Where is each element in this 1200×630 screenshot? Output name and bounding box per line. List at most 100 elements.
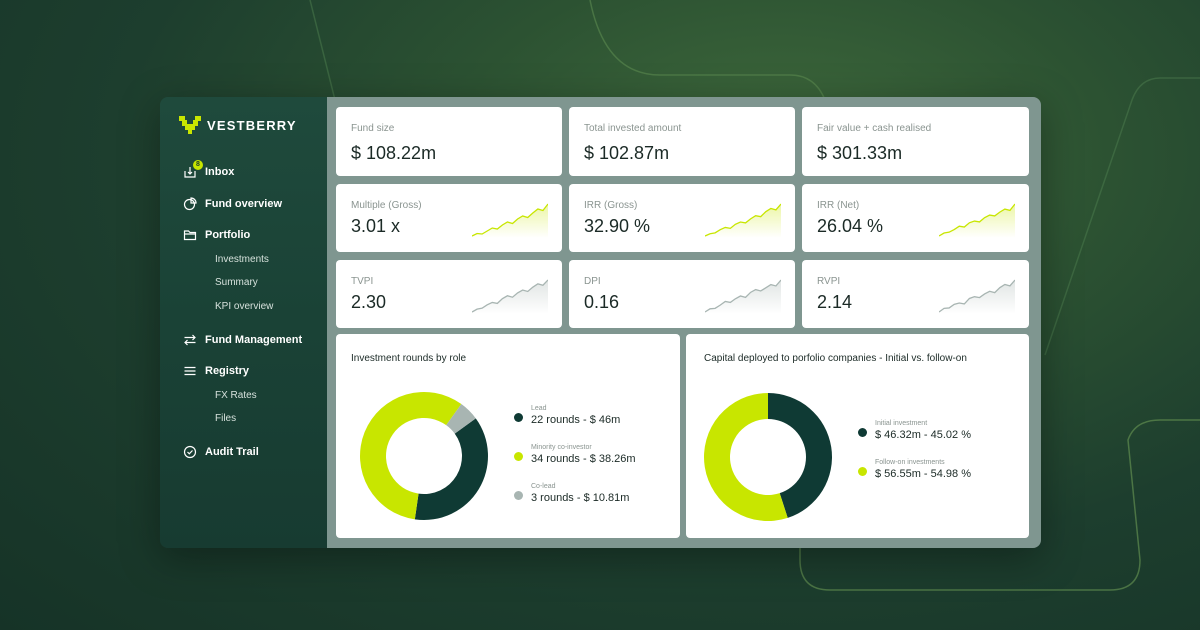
kpi-card-dpi[interactable]: DPI 0.16 bbox=[569, 260, 795, 328]
sidebar-subitem-summary[interactable]: Summary bbox=[215, 277, 258, 288]
sidebar-item-fund-overview[interactable]: Fund overview bbox=[183, 197, 282, 211]
sidebar-item-label: Audit Trail bbox=[205, 446, 259, 458]
kpi-value: $ 102.87m bbox=[584, 143, 670, 163]
sidebar-item-portfolio[interactable]: Portfolio bbox=[183, 228, 250, 242]
legend-dot bbox=[514, 452, 523, 461]
kpi-card-irr-net[interactable]: IRR (Net) 26.04 % bbox=[802, 184, 1029, 252]
legend-label: Initial investment bbox=[875, 420, 928, 427]
inbox-icon: 8 bbox=[183, 160, 203, 179]
kpi-value: 2.30 bbox=[351, 292, 387, 312]
sparkline-line bbox=[705, 279, 781, 313]
kpi-label: RVPI bbox=[817, 276, 841, 287]
sidebar-subitem-kpi-overview[interactable]: KPI overview bbox=[215, 301, 274, 312]
legend-dot bbox=[514, 491, 523, 500]
kpi-label: Total invested amount bbox=[584, 123, 682, 134]
kpi-label: DPI bbox=[584, 276, 601, 287]
donut-chart-capital-deployed bbox=[704, 393, 832, 521]
chart-card-capital-deployed: Capital deployed to porfolio companies -… bbox=[686, 334, 1029, 538]
kpi-card-tvpi[interactable]: TVPI 2.30 bbox=[336, 260, 562, 328]
donut-slice-follow-on-investments[interactable] bbox=[704, 393, 788, 521]
sparkline-area bbox=[939, 204, 1015, 238]
legend-item-lead[interactable]: Lead 22 rounds - $ 46m bbox=[514, 404, 620, 428]
legend-value: $ 46.32m - 45.02 % bbox=[875, 429, 972, 441]
legend-label: Co-lead bbox=[531, 483, 556, 490]
sidebar-item-registry[interactable]: Registry bbox=[183, 364, 249, 378]
sparkline-line bbox=[472, 279, 548, 313]
chart-title: Investment rounds by role bbox=[351, 353, 467, 364]
legend-value: 3 rounds - $ 10.81m bbox=[531, 492, 630, 504]
legend-item-initial-investment[interactable]: Initial investment $ 46.32m - 45.02 % bbox=[858, 419, 971, 443]
pie-chart-icon bbox=[183, 197, 197, 211]
kpi-card-irr-gross[interactable]: IRR (Gross) 32.90 % bbox=[569, 184, 795, 252]
kpi-value: 26.04 % bbox=[817, 216, 884, 236]
sidebar-item-label: Portfolio bbox=[205, 229, 251, 241]
kpi-card-total-invested[interactable]: Total invested amount $ 102.87m bbox=[569, 107, 795, 176]
legend-item-minority-co-investor[interactable]: Minority co-investor 34 rounds - $ 38.26… bbox=[514, 443, 636, 467]
legend-item-co-lead[interactable]: Co-lead 3 rounds - $ 10.81m bbox=[514, 482, 629, 506]
donut-slice-initial-investment[interactable] bbox=[768, 393, 832, 518]
legend-label: Minority co-investor bbox=[531, 444, 592, 451]
sparkline-line bbox=[472, 203, 548, 237]
sidebar-item-label: Registry bbox=[205, 365, 250, 377]
sparkline-line bbox=[939, 279, 1015, 313]
list-icon bbox=[183, 364, 197, 378]
kpi-value: 3.01 x bbox=[351, 216, 401, 236]
kpi-label: IRR (Net) bbox=[817, 200, 860, 211]
sparkline-line bbox=[939, 203, 1015, 237]
legend-value: $ 56.55m - 54.98 % bbox=[875, 468, 972, 480]
sidebar-item-fund-management[interactable]: Fund Management bbox=[183, 333, 302, 347]
brand-name: VESTBERRY bbox=[207, 117, 297, 133]
folder-icon bbox=[183, 228, 197, 242]
sparkline-line bbox=[705, 203, 781, 237]
kpi-label: TVPI bbox=[351, 276, 374, 287]
sparkline bbox=[705, 279, 781, 314]
sparkline bbox=[705, 203, 781, 238]
kpi-label: Multiple (Gross) bbox=[351, 200, 422, 211]
sidebar-subitem-files[interactable]: Files bbox=[215, 413, 237, 424]
sparkline bbox=[472, 203, 548, 238]
legend-item-follow-on-investments[interactable]: Follow-on investments $ 56.55m - 54.98 % bbox=[858, 458, 971, 482]
sparkline bbox=[939, 279, 1015, 314]
dashboard-main: Fund size $ 108.22m Total invested amoun… bbox=[327, 97, 1041, 548]
kpi-card-fair-value[interactable]: Fair value + cash realised $ 301.33m bbox=[802, 107, 1029, 176]
sparkline-area bbox=[705, 204, 781, 238]
kpi-value: 32.90 % bbox=[584, 216, 651, 236]
legend-dot bbox=[858, 467, 867, 476]
legend-value: 22 rounds - $ 46m bbox=[531, 414, 621, 426]
sidebar-item-audit-trail[interactable]: Audit Trail bbox=[183, 445, 259, 459]
kpi-value: 0.16 bbox=[584, 292, 620, 312]
kpi-card-fund-size[interactable]: Fund size $ 108.22m bbox=[336, 107, 562, 176]
sidebar: VESTBERRY 8 Inbox Fund overview Portfoli… bbox=[160, 97, 327, 548]
sidebar-item-label: Fund Management bbox=[205, 334, 303, 346]
inbox-badge: 8 bbox=[193, 160, 203, 170]
kpi-card-multiple-gross[interactable]: Multiple (Gross) 3.01 x bbox=[336, 184, 562, 252]
sparkline-area bbox=[939, 280, 1015, 314]
chart-card-rounds-by-role: Investment rounds by role Lead 22 rounds… bbox=[336, 334, 680, 538]
logo[interactable]: VESTBERRY bbox=[179, 116, 297, 134]
sidebar-subitem-fx-rates[interactable]: FX Rates bbox=[215, 390, 257, 401]
sidebar-item-inbox[interactable]: 8 Inbox bbox=[183, 160, 235, 179]
sidebar-subitem-investments[interactable]: Investments bbox=[215, 254, 269, 265]
donut-chart-rounds-by-role bbox=[360, 392, 488, 520]
sidebar-item-label: Inbox bbox=[205, 166, 235, 178]
kpi-value: $ 301.33m bbox=[817, 143, 903, 163]
sidebar-item-label: Fund overview bbox=[205, 198, 283, 210]
kpi-value: $ 108.22m bbox=[351, 143, 437, 163]
swap-arrows-icon bbox=[183, 333, 197, 347]
kpi-value: 2.14 bbox=[817, 292, 853, 312]
legend-dot bbox=[514, 413, 523, 422]
sparkline bbox=[939, 203, 1015, 238]
legend-dot bbox=[858, 428, 867, 437]
donut-slice-lead[interactable] bbox=[414, 418, 488, 520]
vestberry-logo-icon bbox=[179, 116, 201, 134]
legend-label: Follow-on investments bbox=[875, 459, 945, 466]
donut-slice-minority-co-investor[interactable] bbox=[360, 392, 462, 520]
sparkline bbox=[472, 279, 548, 314]
kpi-label: Fair value + cash realised bbox=[817, 123, 932, 134]
kpi-card-rvpi[interactable]: RVPI 2.14 bbox=[802, 260, 1029, 328]
donut-slice-co-lead[interactable] bbox=[446, 404, 476, 434]
kpi-label: Fund size bbox=[351, 123, 395, 134]
legend-label: Lead bbox=[531, 405, 547, 412]
app-window: VESTBERRY 8 Inbox Fund overview Portfoli… bbox=[160, 97, 1041, 548]
chart-title: Capital deployed to porfolio companies -… bbox=[704, 353, 967, 364]
